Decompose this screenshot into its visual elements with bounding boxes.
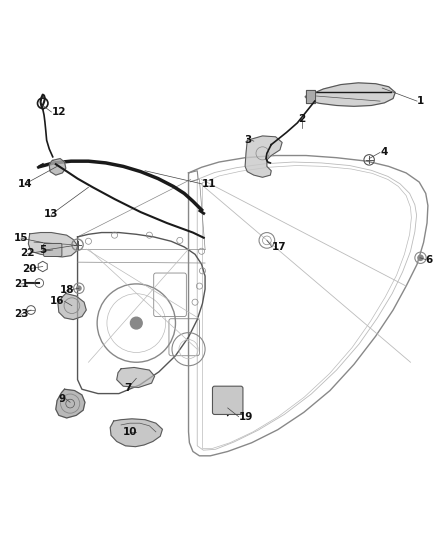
Text: 16: 16 [50,296,64,306]
FancyBboxPatch shape [212,386,243,415]
Text: 14: 14 [18,179,33,189]
Polygon shape [110,419,162,447]
Text: 11: 11 [201,179,216,189]
Text: 12: 12 [51,107,66,117]
Circle shape [418,255,423,261]
Polygon shape [28,232,78,257]
Text: 5: 5 [39,245,46,255]
Polygon shape [58,294,86,320]
Text: 17: 17 [272,242,287,252]
Text: 15: 15 [14,233,28,243]
Text: 21: 21 [14,279,28,289]
Text: 22: 22 [20,248,35,259]
Text: 13: 13 [44,209,59,219]
Text: 9: 9 [59,394,66,404]
FancyBboxPatch shape [44,244,62,256]
Text: 20: 20 [22,264,37,273]
Text: 19: 19 [239,411,253,422]
Text: 2: 2 [298,115,305,124]
Text: 7: 7 [124,383,131,393]
Polygon shape [305,83,395,107]
Text: 23: 23 [14,309,28,319]
Text: 4: 4 [380,148,387,157]
Polygon shape [245,136,282,177]
Text: 10: 10 [123,427,137,437]
Text: 1: 1 [417,96,424,106]
Text: 3: 3 [244,135,252,146]
Circle shape [131,317,142,329]
Polygon shape [117,367,155,387]
Polygon shape [306,90,315,103]
Circle shape [77,286,81,290]
Text: 18: 18 [60,286,74,295]
Polygon shape [49,158,66,175]
Polygon shape [56,389,85,418]
Text: 6: 6 [426,255,433,264]
